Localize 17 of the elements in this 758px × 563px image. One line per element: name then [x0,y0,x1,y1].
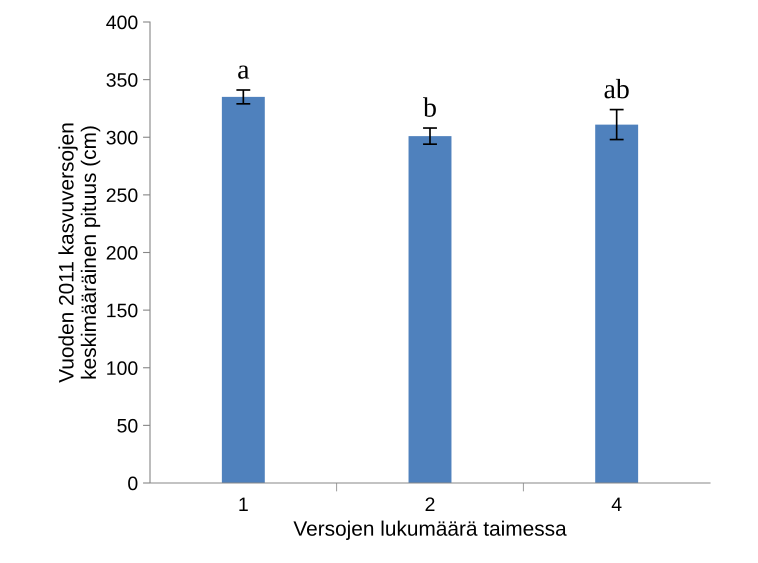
y-tick-label: 100 [107,361,138,375]
x-axis-title: Versojen lukumäärä taimessa [293,520,567,540]
y-tick-label: 250 [106,188,138,202]
y-tick-label: 0 [128,476,138,490]
y-tick-label: 350 [106,73,138,87]
y-tick-label: 300 [106,130,138,144]
annotation: ab [604,78,629,98]
y-axis-title: Vuoden 2011 kasvuversojen keskimääräinen pituus (cm) [58,124,100,383]
y-tick-label: 150 [107,304,138,318]
x-tick-label: 2 [426,497,434,511]
annotation: a [238,65,250,79]
x-tick-label: 1 [239,498,248,511]
annotation: b [423,97,436,117]
y-tick-label: 50 [117,418,138,433]
x-tick-label: 4 [612,498,622,511]
y-tick-label: 200 [106,246,138,260]
y-tick-label: 400 [106,15,138,30]
